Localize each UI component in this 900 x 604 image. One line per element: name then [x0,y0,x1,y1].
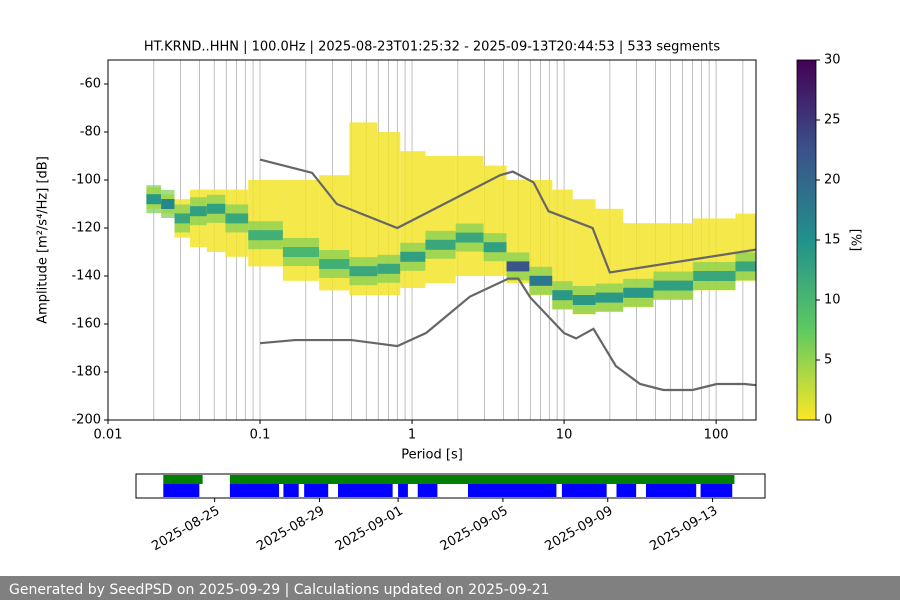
used-span [229,484,280,497]
density-mode [595,292,624,303]
used-span [398,484,408,497]
plot-frame [107,59,757,421]
noise-model [259,158,756,274]
timeline-tick-label: 2025-08-29 [254,504,327,555]
x-tick-label: 0.01 [94,428,123,443]
used-span [645,484,697,497]
plot-area [146,60,756,420]
timeline-tick-label: 2025-09-05 [438,504,511,555]
density-mode [225,213,249,224]
footer: Generated by SeedPSD on 2025-09-29 | Cal… [0,576,900,600]
density-range [455,156,484,276]
x-tick-label: 100 [704,428,729,443]
density-range [425,156,456,284]
density-mode [248,230,283,241]
colorbar-label: [%] [848,229,863,252]
y-tick-label: -80 [80,125,101,140]
density-mode [735,261,756,272]
density-range [377,132,401,296]
used-span [283,484,299,497]
density-mode [282,247,320,257]
y-tick-label: -60 [80,77,101,92]
colorbar-tick-label: 10 [824,293,841,308]
timeline-tick-label: 2025-08-25 [149,504,222,555]
x-tick-label: 10 [556,428,573,443]
used-span [616,484,637,497]
y-tick-label: -120 [71,221,101,236]
timeline-tick-label: 2025-09-09 [543,504,616,555]
x-tick-label: 0.1 [250,428,271,443]
density-mode [206,203,226,214]
timeline-tick-label: 2025-09-13 [647,504,720,555]
used-span [417,484,438,497]
density-mode [455,232,484,243]
timeline-frame [135,473,766,499]
timeline-tick-label: 2025-09-01 [333,504,406,555]
density-mode [506,261,530,272]
used-span [163,484,200,497]
density-mode [161,199,175,209]
colorbar-tick-label: 25 [824,113,841,128]
y-tick-label: -140 [71,269,101,284]
data-span [229,475,735,484]
density-mode [572,295,596,305]
used-span [338,484,393,497]
colorbar-tick-label: 15 [824,233,841,248]
data-span [163,475,203,484]
used-span [467,484,557,497]
x-tick-label: 1 [408,428,416,443]
density-mode [529,275,553,286]
colorbar [796,59,817,421]
page: {"chart_data": { "type": "ppsd", "title"… [0,39,900,600]
density-mode [146,194,162,205]
colorbar-tick-label: 20 [824,173,841,188]
y-tick-label: -180 [71,365,101,380]
y-tick-label: -100 [71,173,101,188]
density-mode [400,251,426,262]
density-mode [349,266,378,277]
density-mode [623,287,654,298]
used-span [700,484,733,497]
y-tick-label: -160 [71,317,101,332]
used-span [561,484,607,497]
y-axis-label: Amplitude [m²/s⁴/Hz] [dB] [36,156,51,324]
density-mode [174,213,191,224]
density-mode [483,242,507,253]
colorbar-tick-label: 30 [824,53,841,68]
colorbar-tick-label: 5 [824,353,832,368]
density-mode [693,271,736,281]
chart: HT.KRND..HHN | 100.0Hz | 2025-08-23T01:2… [36,40,863,555]
y-tick-label: -200 [71,413,101,428]
noise-model [259,277,756,392]
density-mode [319,259,350,269]
density-mode [190,206,207,217]
density-mode [377,263,401,274]
density-mode [425,239,456,250]
x-axis-label: Period [s] [401,448,463,463]
density-mode [653,280,694,291]
chart-title: HT.KRND..HHN | 100.0Hz | 2025-08-23T01:2… [144,40,721,55]
colorbar-tick-label: 0 [824,413,832,428]
density-mode [552,290,573,301]
used-span [304,484,329,497]
